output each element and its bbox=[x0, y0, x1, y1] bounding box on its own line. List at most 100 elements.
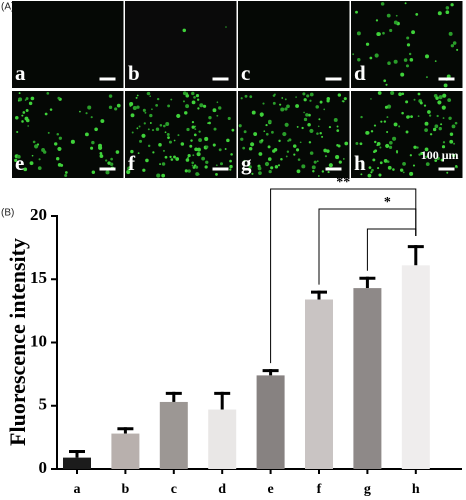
cell-dot bbox=[161, 173, 166, 178]
cell-dot bbox=[295, 148, 300, 152]
cell-dot bbox=[166, 133, 170, 136]
cell-dot bbox=[324, 155, 328, 158]
cell-dot bbox=[295, 96, 297, 98]
cell-dot bbox=[393, 59, 398, 64]
cell-dot bbox=[130, 149, 134, 154]
cell-dot bbox=[379, 146, 382, 149]
cell-dot bbox=[240, 97, 243, 100]
cell-dot bbox=[376, 141, 381, 146]
cell-dot bbox=[130, 113, 135, 118]
cell-dot bbox=[319, 132, 322, 135]
cell-dot bbox=[195, 93, 200, 98]
cell-dot bbox=[307, 113, 311, 117]
cell-dot bbox=[272, 101, 276, 105]
cell-dot bbox=[442, 117, 445, 119]
cell-dot bbox=[191, 161, 195, 165]
cell-dot bbox=[129, 165, 133, 169]
cell-dot bbox=[149, 122, 152, 124]
bar bbox=[63, 457, 91, 469]
cell-dot bbox=[323, 148, 327, 153]
cell-dot bbox=[79, 110, 81, 113]
cell-dot bbox=[286, 150, 290, 153]
cell-dot bbox=[392, 168, 395, 171]
cell-dot bbox=[386, 13, 391, 18]
cell-dot bbox=[147, 128, 150, 131]
cell-dot bbox=[185, 158, 190, 162]
cell-dot bbox=[369, 56, 373, 60]
cell-dot bbox=[257, 166, 262, 171]
cell-dot bbox=[448, 31, 453, 36]
cell-dot bbox=[297, 158, 301, 161]
cell-dot bbox=[360, 115, 363, 119]
cell-dot bbox=[280, 107, 285, 112]
cell-dot bbox=[108, 105, 113, 110]
cell-dot bbox=[336, 125, 339, 128]
cell-dot bbox=[317, 175, 320, 177]
cell-dot bbox=[400, 72, 405, 77]
cell-dot bbox=[313, 160, 317, 164]
cell-dot bbox=[432, 127, 437, 132]
cell-dot bbox=[434, 159, 438, 163]
cell-dot bbox=[292, 144, 297, 148]
cell-dot bbox=[198, 130, 201, 133]
cell-dot bbox=[413, 98, 416, 101]
cell-dot bbox=[386, 104, 392, 109]
cell-dot bbox=[243, 159, 246, 163]
cell-dot bbox=[393, 122, 398, 127]
cell-dot bbox=[142, 108, 146, 112]
cell-dot bbox=[396, 151, 399, 154]
cell-dot bbox=[116, 103, 121, 108]
cell-dot bbox=[25, 118, 30, 123]
cell-dot bbox=[18, 92, 21, 95]
cell-dot bbox=[87, 105, 92, 110]
x-tick-label: d bbox=[218, 482, 226, 497]
cell-dot bbox=[28, 101, 33, 106]
cell-dot bbox=[454, 121, 458, 125]
cell-dot bbox=[403, 58, 408, 62]
cell-dot bbox=[409, 58, 414, 62]
micrographs: a b c d e f g h 100 μm bbox=[12, 1, 463, 178]
image-label: b bbox=[128, 61, 140, 85]
cell-dot bbox=[287, 139, 290, 142]
cell-dot bbox=[141, 133, 146, 138]
micrograph bbox=[12, 1, 124, 88]
cell-dot bbox=[408, 52, 412, 56]
cell-dot bbox=[267, 157, 272, 161]
significance-label: ** bbox=[336, 175, 350, 190]
cell-dot bbox=[398, 125, 401, 128]
cell-dot bbox=[137, 152, 140, 155]
cell-dot bbox=[441, 105, 446, 110]
cell-dot bbox=[321, 135, 324, 138]
cell-dot bbox=[286, 104, 290, 109]
cell-dot bbox=[390, 90, 395, 96]
cell-dot bbox=[185, 94, 190, 98]
cell-dot bbox=[240, 137, 244, 141]
cell-dot bbox=[374, 149, 378, 153]
cell-dot bbox=[164, 155, 168, 159]
cell-dot bbox=[284, 122, 289, 127]
cell-dot bbox=[387, 165, 392, 170]
x-tick-label: c bbox=[171, 482, 177, 497]
cell-dot bbox=[435, 96, 439, 100]
cell-dot bbox=[372, 158, 376, 162]
cell-dot bbox=[401, 111, 404, 115]
cell-dot bbox=[406, 115, 410, 119]
cell-dot bbox=[309, 92, 314, 97]
cell-dot bbox=[272, 149, 276, 153]
cell-dot bbox=[173, 155, 176, 159]
cell-dot bbox=[186, 92, 189, 94]
cell-dot bbox=[208, 121, 211, 125]
cell-dot bbox=[333, 118, 338, 122]
x-tick-label: a bbox=[74, 482, 81, 497]
cell-dot bbox=[225, 26, 227, 28]
bar bbox=[159, 401, 188, 469]
cell-dot bbox=[429, 133, 433, 136]
cell-dot bbox=[132, 106, 137, 111]
x-tick-label: h bbox=[412, 482, 420, 497]
cell-dot bbox=[70, 139, 75, 144]
cell-dot bbox=[393, 20, 398, 25]
cell-dot bbox=[377, 167, 380, 170]
cell-dot bbox=[446, 171, 449, 174]
cell-dot bbox=[424, 128, 428, 132]
cell-dot bbox=[253, 132, 258, 136]
